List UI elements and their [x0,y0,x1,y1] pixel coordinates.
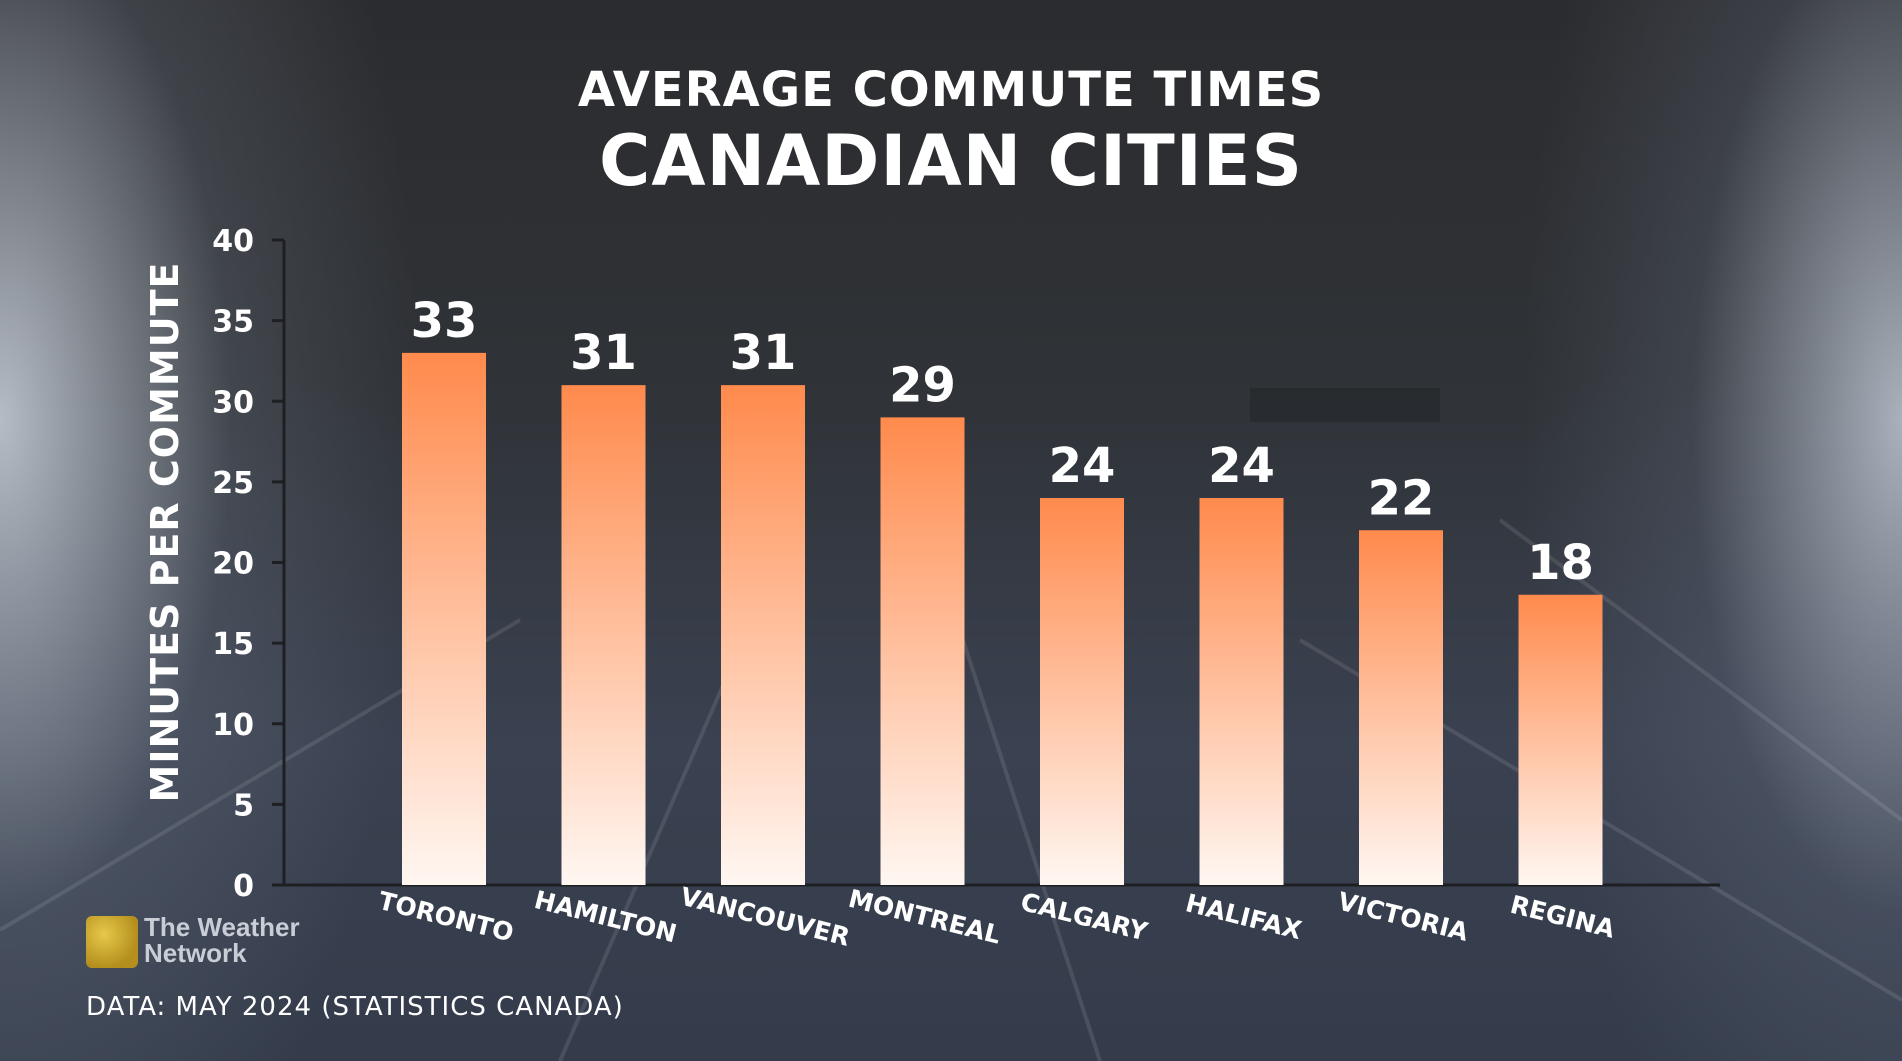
y-tick-label: 20 [212,547,254,582]
bar-calgary [1040,498,1124,885]
chart-title-line1: AVERAGE COMMUTE TIMES [577,62,1325,118]
logo-line2: Network [144,938,247,968]
bar-hamilton [561,385,646,885]
value-label: 18 [1527,535,1594,591]
value-label: 31 [730,325,797,381]
y-tick-label: 35 [212,305,254,340]
y-axis-title: MINUTES PER COMMUTE [143,262,187,803]
category-label: HAMILTON [531,885,679,948]
bar-regina [1518,594,1603,885]
value-label: 24 [1208,438,1275,494]
y-tick-label: 0 [233,869,254,904]
logo-text: The Weather Network [144,914,300,966]
data-source: DATA: MAY 2024 (STATISTICS CANADA) [86,992,624,1022]
category-label: VANCOUVER [677,882,852,952]
value-label: 22 [1368,470,1435,526]
value-label: 24 [1049,438,1116,494]
category-label: REGINA [1507,890,1618,944]
bar-montreal [880,417,965,885]
category-label: VICTORIA [1335,887,1472,948]
y-tick-label: 25 [212,466,254,501]
logo-line1: The Weather [144,912,300,942]
category-label: HALIFAX [1183,888,1305,945]
category-label: MONTREAL [846,884,1004,950]
y-tick-label: 5 [233,788,254,823]
category-label: CALGARY [1018,887,1152,947]
bar-vancouver [721,385,805,885]
bar-halifax [1199,498,1284,885]
value-label: 33 [411,293,478,349]
globe-icon [86,916,138,968]
axes: 0 5 10 15 20 25 30 35 40 MINUTES PER COMMUTE [143,224,1720,904]
bars [402,352,1603,885]
value-label: 31 [570,325,637,381]
chart-title-line2: CANADIAN CITIES [598,120,1304,202]
y-tick-label: 30 [212,385,254,420]
bar-toronto [402,352,486,885]
y-tick-label: 40 [212,224,254,259]
y-tick-label: 10 [212,708,254,743]
weather-network-logo: The Weather Network [86,914,326,970]
y-tick-label: 15 [212,627,254,662]
category-label: TORONTO [376,886,517,948]
value-label: 29 [889,357,956,413]
bar-victoria [1359,530,1443,885]
